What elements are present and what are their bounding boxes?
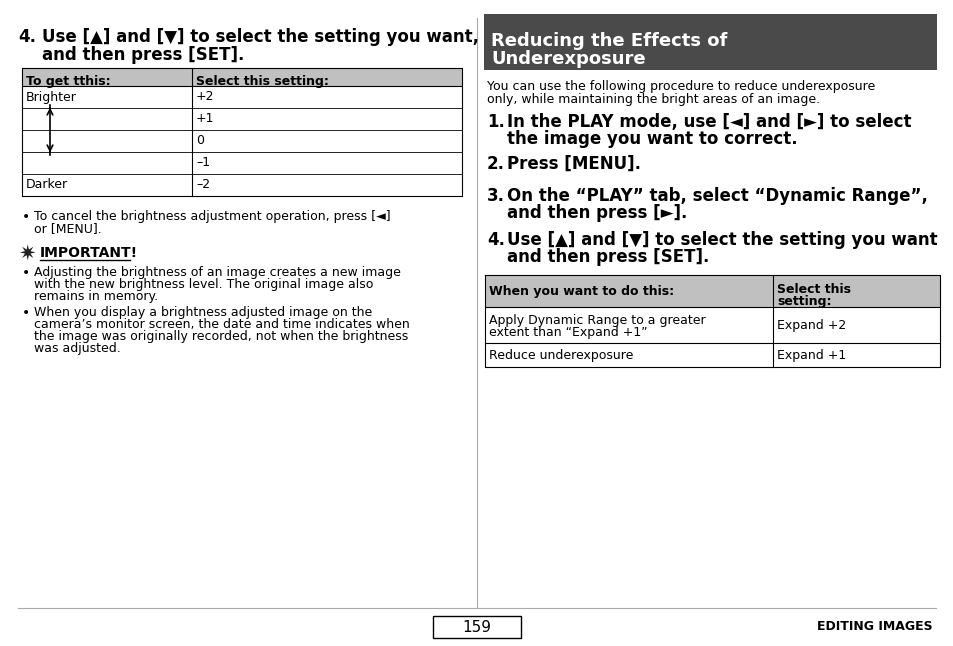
Text: –1: –1 xyxy=(195,156,210,169)
Text: Brighter: Brighter xyxy=(26,90,77,103)
Text: and then press [SET].: and then press [SET]. xyxy=(42,46,244,64)
Text: Darker: Darker xyxy=(26,178,68,191)
Text: Reducing the Effects of: Reducing the Effects of xyxy=(491,32,726,50)
Bar xyxy=(22,68,461,86)
Text: and then press [SET].: and then press [SET]. xyxy=(506,248,709,266)
Text: When you want to do this:: When you want to do this: xyxy=(489,284,674,298)
Text: •: • xyxy=(22,306,30,320)
Text: and then press [►].: and then press [►]. xyxy=(506,204,687,222)
Text: was adjusted.: was adjusted. xyxy=(34,342,121,355)
Text: IMPORTANT!: IMPORTANT! xyxy=(40,246,138,260)
Text: You can use the following procedure to reduce underexposure: You can use the following procedure to r… xyxy=(486,80,874,93)
Text: –2: –2 xyxy=(195,178,210,191)
FancyBboxPatch shape xyxy=(433,616,520,638)
Text: Expand +2: Expand +2 xyxy=(776,318,845,331)
Text: To get tthis:: To get tthis: xyxy=(26,76,111,89)
Text: Underexposure: Underexposure xyxy=(491,50,645,68)
Text: or [MENU].: or [MENU]. xyxy=(34,222,102,235)
Text: 4.: 4. xyxy=(18,28,36,46)
Text: To cancel the brightness adjustment operation, press [◄]: To cancel the brightness adjustment oper… xyxy=(34,210,390,223)
Text: In the PLAY mode, use [◄] and [►] to select: In the PLAY mode, use [◄] and [►] to sel… xyxy=(506,113,910,131)
Text: When you display a brightness adjusted image on the: When you display a brightness adjusted i… xyxy=(34,306,372,319)
Bar xyxy=(484,275,939,307)
Text: Select this: Select this xyxy=(776,283,850,296)
Text: Select this setting:: Select this setting: xyxy=(195,76,329,89)
Text: Apply Dynamic Range to a greater: Apply Dynamic Range to a greater xyxy=(489,314,705,327)
Text: +2: +2 xyxy=(195,90,214,103)
Text: only, while maintaining the bright areas of an image.: only, while maintaining the bright areas… xyxy=(486,93,820,106)
Text: •: • xyxy=(22,210,30,224)
Text: EDITING IMAGES: EDITING IMAGES xyxy=(817,621,932,634)
Text: extent than “Expand +1”: extent than “Expand +1” xyxy=(489,326,647,339)
Text: Press [MENU].: Press [MENU]. xyxy=(506,155,640,173)
Text: with the new brightness level. The original image also: with the new brightness level. The origi… xyxy=(34,278,373,291)
Text: setting:: setting: xyxy=(776,295,831,308)
Text: •: • xyxy=(22,266,30,280)
Text: remains in memory.: remains in memory. xyxy=(34,290,158,303)
Text: +1: +1 xyxy=(195,112,214,125)
Text: 0: 0 xyxy=(195,134,204,147)
Text: Reduce underexposure: Reduce underexposure xyxy=(489,348,633,362)
Text: the image you want to correct.: the image you want to correct. xyxy=(506,130,797,148)
Text: Expand +1: Expand +1 xyxy=(776,348,845,362)
Bar xyxy=(483,14,936,70)
Text: Adjusting the brightness of an image creates a new image: Adjusting the brightness of an image cre… xyxy=(34,266,400,279)
Text: 4.: 4. xyxy=(486,231,504,249)
Text: camera’s monitor screen, the date and time indicates when: camera’s monitor screen, the date and ti… xyxy=(34,318,410,331)
Text: Use [▲] and [▼] to select the setting you want,: Use [▲] and [▼] to select the setting yo… xyxy=(42,28,478,46)
Text: the image was originally recorded, not when the brightness: the image was originally recorded, not w… xyxy=(34,330,408,343)
Text: 2.: 2. xyxy=(486,155,504,173)
Text: ✷: ✷ xyxy=(18,244,35,264)
Text: 3.: 3. xyxy=(486,187,504,205)
Text: 1.: 1. xyxy=(486,113,504,131)
Text: Use [▲] and [▼] to select the setting you want: Use [▲] and [▼] to select the setting yo… xyxy=(506,231,937,249)
Text: On the “PLAY” tab, select “Dynamic Range”,: On the “PLAY” tab, select “Dynamic Range… xyxy=(506,187,927,205)
Text: 159: 159 xyxy=(462,620,491,634)
